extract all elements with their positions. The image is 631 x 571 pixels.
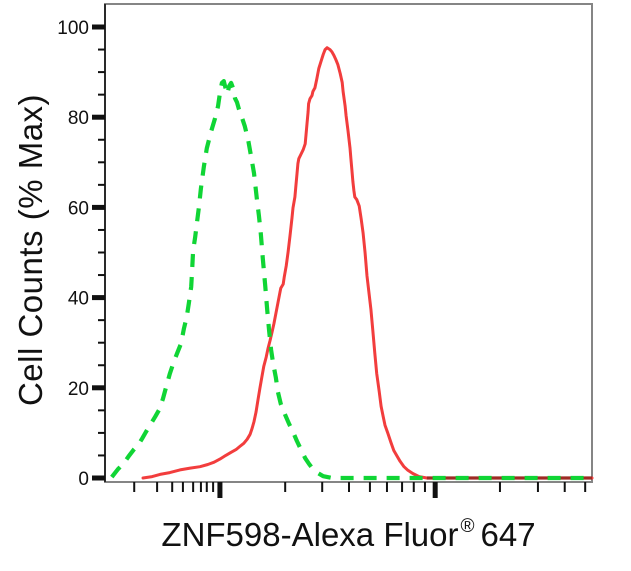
plot-box [104, 3, 593, 483]
y-tick-label: 80 [68, 108, 89, 129]
registered-trademark-icon: ® [460, 516, 475, 537]
x-axis-title-main: ZNF598-Alexa Fluor [161, 516, 459, 553]
y-tick-label: 100 [57, 18, 89, 39]
y-tick-label: 60 [68, 198, 89, 219]
y-tick-label: 0 [78, 469, 89, 490]
y-axis-title: Cell Counts (% Max) [12, 93, 49, 407]
series-sample-red-curve [141, 46, 594, 480]
x-axis-title: ZNF598-Alexa Fluor ® 647 [105, 516, 592, 554]
series-control-green-curve [110, 79, 592, 481]
y-tick-label: 40 [68, 289, 89, 310]
y-tick-label: 20 [68, 379, 89, 400]
x-axis-title-suffix: 647 [480, 516, 536, 553]
